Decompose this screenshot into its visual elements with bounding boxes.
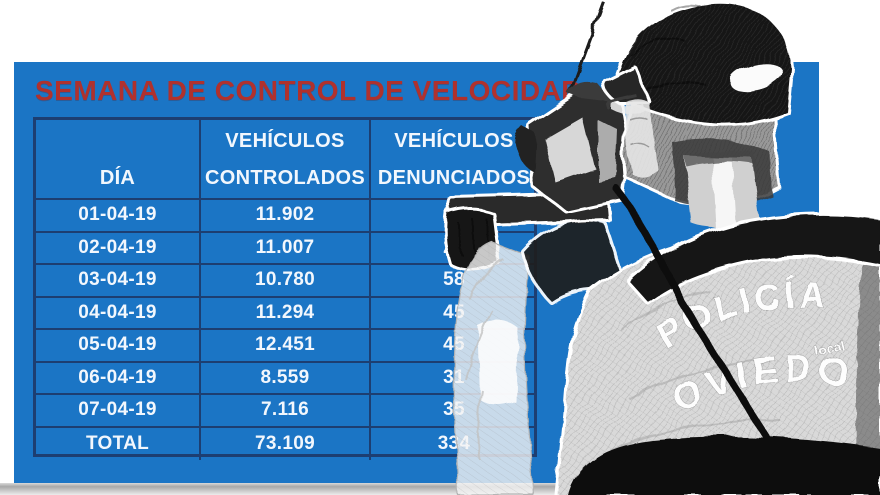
cell-reported: 45 bbox=[371, 330, 537, 363]
cell-controlled: 11.294 bbox=[201, 297, 371, 330]
cell-day: 03-04-19 bbox=[36, 265, 201, 298]
cell-reported: 31 bbox=[371, 363, 537, 395]
column-header-controlled: VEHÍCULOS CONTROLADOS bbox=[201, 120, 371, 200]
cell-total-controlled: 73.109 bbox=[201, 427, 371, 460]
cell-total-reported: 334 bbox=[437, 432, 471, 454]
header-line: VEHÍCULOS bbox=[225, 130, 345, 152]
cell-reported: 45 bbox=[371, 298, 537, 330]
cell-reported: 91 bbox=[371, 200, 537, 233]
column-header-reported: VEHÍCULOS DENUNCIADOS bbox=[371, 120, 537, 200]
cell-controlled: 8.559 bbox=[201, 362, 371, 395]
header-line: DENUNCIADOS bbox=[377, 167, 531, 189]
cell-reported: 29 bbox=[371, 233, 537, 265]
cell-day: 07-04-19 bbox=[36, 395, 201, 428]
column-header-day: DÍA bbox=[36, 120, 201, 200]
cell-controlled: 10.780 bbox=[201, 265, 371, 298]
header-line: VEHÍCULOS bbox=[394, 130, 514, 152]
cell-day: 04-04-19 bbox=[36, 297, 201, 330]
cell-day: 05-04-19 bbox=[36, 330, 201, 363]
cell-controlled: 11.007 bbox=[201, 232, 371, 265]
cell-controlled: 11.902 bbox=[201, 200, 371, 233]
speed-control-table: DÍA VEHÍCULOS CONTROLADOS VEHÍCULOS DENU… bbox=[33, 117, 537, 460]
cell-total-label: TOTAL bbox=[36, 427, 201, 460]
cell-day: 02-04-19 bbox=[36, 232, 201, 265]
cell-day: 01-04-19 bbox=[36, 200, 201, 233]
cell-day: 06-04-19 bbox=[36, 362, 201, 395]
bottom-shadow-bar bbox=[0, 483, 880, 495]
cell-controlled: 12.451 bbox=[201, 330, 371, 363]
header-line: CONTROLADOS bbox=[205, 167, 365, 189]
cell-reported: 35 bbox=[371, 395, 537, 428]
page-title: SEMANA DE CONTROL DE VELOCIDAD bbox=[35, 75, 583, 106]
cell-controlled: 7.116 bbox=[201, 395, 371, 428]
cell-reported: 58 bbox=[371, 265, 537, 298]
